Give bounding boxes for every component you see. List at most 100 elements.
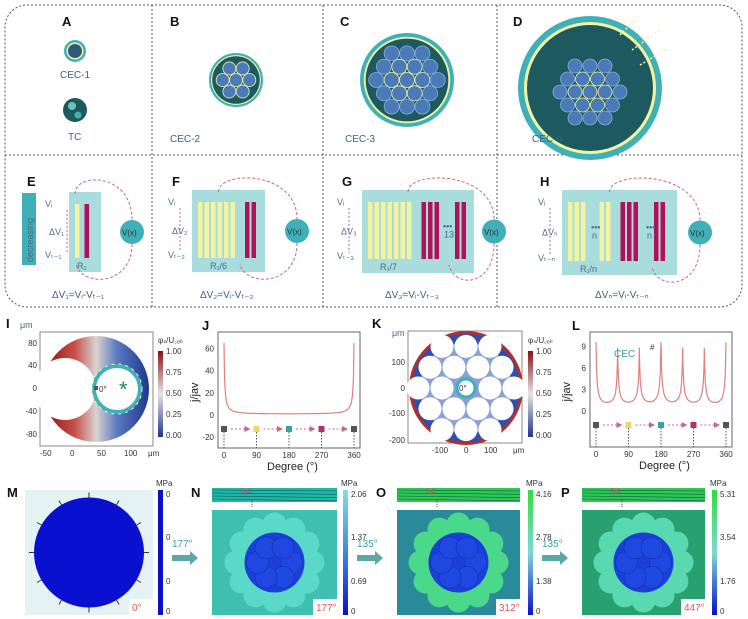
- fiber: [575, 71, 590, 87]
- caption-cec-2: CEC-2: [170, 134, 200, 145]
- colorbar: [712, 490, 717, 615]
- yellow-electrode: [217, 202, 222, 258]
- fiber: [222, 84, 237, 99]
- angle-badge: [681, 599, 705, 615]
- yellow-electrode: [599, 202, 604, 261]
- fiber: [229, 73, 243, 87]
- label-delta-v: ΔV₃: [341, 227, 357, 237]
- current-density-line: [223, 342, 355, 415]
- x-tick-label: 270: [687, 450, 701, 459]
- label-vi: Vᵢ: [45, 199, 52, 209]
- annotation-cec: CEC: [614, 349, 635, 360]
- fiber-hole: [478, 418, 502, 442]
- panel-label-M: M: [7, 485, 18, 500]
- potential-map-K: [406, 330, 526, 445]
- rotation-angle: 0°: [132, 603, 142, 614]
- angle-marker: [658, 422, 664, 428]
- fiber-strand: [396, 492, 521, 495]
- fiber-strand: [211, 492, 338, 495]
- asterisk-icon: *: [119, 377, 128, 402]
- svg-text:-40: -40: [25, 407, 37, 416]
- y-tick-label: -20: [202, 433, 214, 442]
- fiber: [582, 58, 598, 74]
- colorbar-I: [158, 351, 163, 437]
- x-tick-label: 90: [252, 451, 261, 460]
- y-ticks-I: 80 40 0 -40 -80: [25, 339, 37, 439]
- label-vt: Vₜ₋₁: [45, 250, 61, 260]
- fiber-strand: [396, 498, 521, 502]
- svg-text:-200: -200: [389, 436, 406, 445]
- circuit-F: F V(x) Vᵢ ΔV₂ Vₜ₋₂ R₁/6 ΔV₂=Vᵢ-Vₜ₋₂: [168, 174, 309, 301]
- colorbar-tick: 0: [536, 607, 541, 616]
- fiber: [582, 84, 598, 100]
- svg-text:100: 100: [124, 449, 138, 458]
- yellow-electrode: [574, 202, 579, 261]
- red-electrode: [627, 202, 632, 261]
- panel-label-N: N: [191, 485, 200, 500]
- svg-text:0: 0: [33, 384, 38, 393]
- chart-L: 0 90 180 270 360 9 6 3 0 Degree (°) j/jav CEC #: [561, 331, 733, 472]
- dashed-wire: [609, 177, 701, 221]
- voltage-source-icon: [688, 220, 712, 245]
- colorbar-tick: 3.54: [720, 533, 736, 542]
- yellow-electrode: [407, 202, 412, 259]
- voltage-source-label: V(x): [690, 229, 705, 238]
- dashed-wire: [218, 177, 298, 220]
- outer-fiber: [631, 512, 656, 537]
- field-line: [619, 14, 641, 36]
- fiber: [414, 98, 431, 115]
- colorbar-tick: 5.31: [720, 490, 736, 499]
- fiber: [582, 110, 598, 126]
- fiber-hole: [490, 355, 514, 379]
- fiber-strand: [211, 489, 338, 492]
- outer-fiber: [262, 588, 287, 613]
- formula: ΔVₙ=Vᵢ-Vₜ₋ₙ: [595, 290, 649, 301]
- svg-text:-100: -100: [432, 446, 449, 455]
- colorbar-tick: 1.38: [536, 577, 552, 586]
- yellow-electrode: [368, 202, 373, 259]
- angle-marker: [221, 426, 227, 432]
- rotation-angle: 312°: [499, 603, 520, 614]
- angle-marker: [593, 422, 599, 428]
- y-unit: μm: [20, 320, 33, 330]
- fiber: [414, 72, 431, 88]
- inner-fiber: [640, 536, 664, 560]
- svg-text:0.00: 0.00: [536, 431, 552, 440]
- red-electrode: [660, 202, 665, 261]
- dashed-wire: [448, 243, 495, 281]
- yellow-electrode: [394, 202, 399, 259]
- voltage-source-icon: [285, 219, 309, 243]
- panel-label-D: D: [513, 14, 522, 29]
- svg-text:80: 80: [28, 339, 37, 348]
- cec-1-cross-section: [64, 40, 86, 62]
- fiber: [383, 72, 400, 88]
- fiber: [567, 58, 583, 74]
- tick: [116, 500, 120, 506]
- fiber-hole: [442, 355, 466, 379]
- label-delta-v: ΔV₂: [172, 226, 188, 236]
- yellow-electrode: [381, 202, 386, 259]
- yellow-electrode: [387, 202, 392, 259]
- caption-tc: TC: [68, 132, 81, 143]
- stress-panel-M: M MPa 0 0 0 0 0°: [7, 479, 173, 616]
- cec-n-cross-section: [518, 14, 669, 160]
- voltage-source-label: V(x): [122, 229, 137, 238]
- svg-text:-80: -80: [25, 430, 37, 439]
- colorbar-tick: 0: [166, 490, 171, 499]
- y-tick-label: 20: [205, 389, 214, 398]
- label-vt: Vₜ₋₃: [337, 251, 354, 261]
- svg-text:0: 0: [401, 384, 406, 393]
- outer-fiber: [408, 550, 433, 575]
- count-label: 13: [444, 230, 454, 240]
- y-tick-label: 9: [582, 342, 587, 351]
- resistance-label: R₁/7: [380, 262, 397, 272]
- y-tick-label: 40: [205, 367, 214, 376]
- angle-marker: [351, 426, 357, 432]
- y-tick-label: 60: [205, 345, 214, 354]
- dashed-wire: [651, 244, 701, 283]
- tick: [116, 599, 120, 605]
- svg-text:40: 40: [28, 361, 37, 370]
- fiber-strand: [581, 489, 706, 492]
